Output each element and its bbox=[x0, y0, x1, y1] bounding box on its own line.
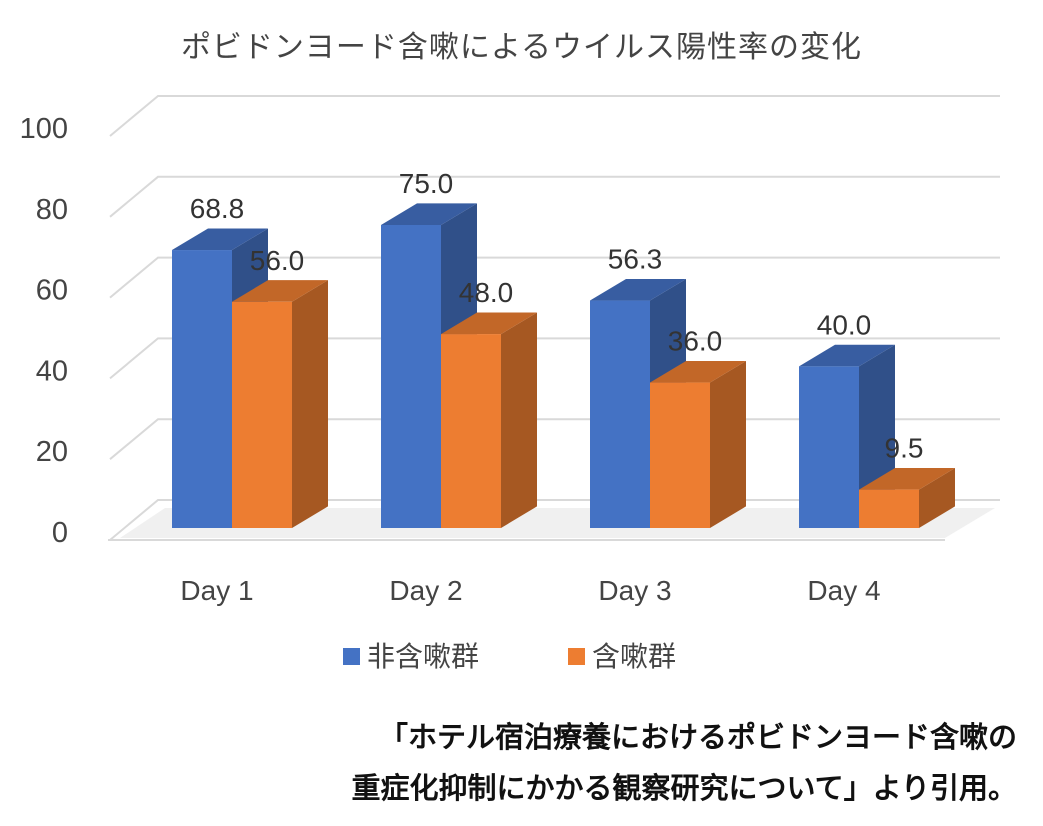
bar bbox=[441, 334, 501, 528]
bar-top bbox=[381, 203, 477, 225]
bar bbox=[232, 301, 292, 528]
y-tick-label: 20 bbox=[36, 436, 68, 468]
bar-side bbox=[501, 312, 537, 528]
source-caption-line-2: 重症化抑制にかかる観察研究について」より引用。 bbox=[351, 771, 1017, 805]
legend-swatch bbox=[568, 648, 585, 665]
bar-top bbox=[172, 228, 268, 251]
bar-top bbox=[441, 312, 537, 335]
y-tick-label: 0 bbox=[52, 517, 68, 549]
data-label: 56.0 bbox=[250, 245, 305, 276]
bar bbox=[590, 300, 650, 528]
x-tick-label: Day 2 bbox=[389, 575, 462, 606]
gridline bbox=[109, 337, 1000, 380]
bar-top bbox=[799, 344, 895, 367]
bar bbox=[381, 225, 441, 528]
gridline bbox=[109, 95, 1000, 137]
bars bbox=[172, 203, 955, 528]
y-tick-label: 100 bbox=[20, 113, 68, 145]
legend: 非含嗽群 含嗽群 bbox=[343, 640, 676, 673]
bar bbox=[859, 489, 919, 528]
bar-top bbox=[232, 280, 328, 302]
y-axis: 0 20 40 60 80 100 bbox=[20, 113, 68, 549]
gridline bbox=[109, 256, 1000, 299]
bar bbox=[799, 366, 859, 528]
data-label: 36.0 bbox=[668, 326, 723, 357]
bar-chart: 0 20 40 60 80 100 68.856.0 75.0 48.0 56.3 36.0 40.… bbox=[20, 95, 1000, 673]
bar-top bbox=[650, 360, 746, 383]
y-tick-label: 60 bbox=[36, 275, 68, 307]
data-label: 56.3 bbox=[608, 244, 663, 275]
bar-side bbox=[919, 468, 955, 528]
data-label: 68.8 bbox=[190, 193, 245, 224]
gridline bbox=[109, 175, 1000, 218]
bar bbox=[172, 250, 232, 528]
bar-top bbox=[590, 278, 686, 301]
legend-label: 含嗽群 bbox=[592, 640, 676, 673]
floor-shadow bbox=[120, 508, 995, 538]
y-tick-label: 80 bbox=[36, 194, 68, 226]
x-tick-label: Day 3 bbox=[598, 575, 671, 606]
bar-top bbox=[859, 468, 955, 490]
bar-side bbox=[292, 280, 328, 528]
bar bbox=[650, 382, 710, 528]
chart-title: ポビドンヨード含嗽によるウイルス陽性率の変化 bbox=[180, 30, 863, 65]
source-caption-line-1: 「ホテル宿泊療養におけるポビドンヨード含嗽の bbox=[378, 720, 1017, 754]
x-axis: Day 1 Day 2 Day 3 Day 4 bbox=[180, 575, 880, 606]
y-tick-label: 40 bbox=[36, 355, 68, 387]
data-label: 40.0 bbox=[817, 309, 872, 340]
bar-side bbox=[710, 360, 746, 528]
legend-swatch bbox=[343, 648, 360, 665]
data-labels: 68.856.0 75.0 48.0 56.3 36.0 40.0 9.5 bbox=[190, 168, 924, 464]
legend-label: 非含嗽群 bbox=[367, 640, 479, 673]
data-label: 48.0 bbox=[459, 277, 514, 308]
x-tick-label: Day 1 bbox=[180, 575, 253, 606]
data-label: 9.5 bbox=[885, 433, 924, 464]
x-tick-label: Day 4 bbox=[807, 575, 880, 606]
data-label: 75.0 bbox=[399, 168, 454, 199]
